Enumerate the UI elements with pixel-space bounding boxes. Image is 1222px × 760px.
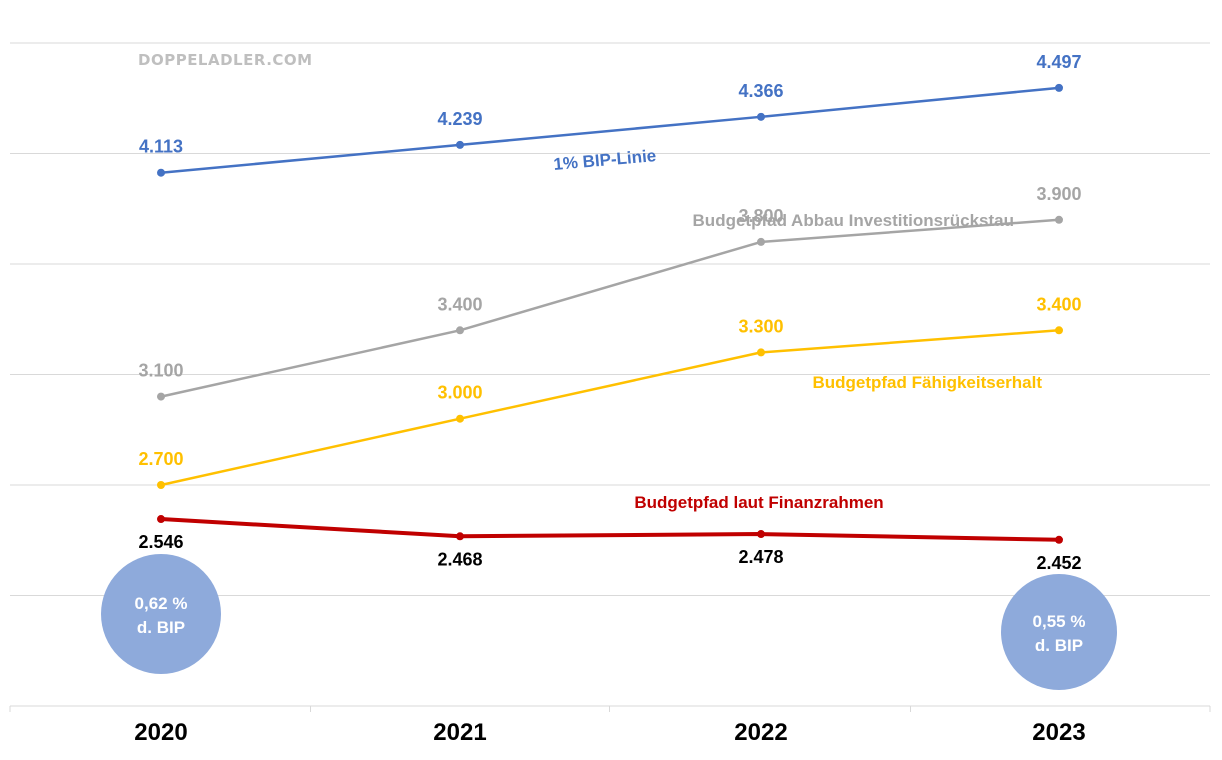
data-label: 2.700: [138, 449, 183, 469]
series-group: 2.546 2.468 2.478 2.452 Budgetpfad laut Fina…: [138, 493, 1081, 573]
series-group: 2.700 3.000 3.300 3.400 Budgetpfad Fähigkeit…: [138, 294, 1082, 489]
data-point: [456, 414, 464, 423]
data-point: [456, 532, 464, 541]
data-point: [757, 112, 765, 121]
data-label: 4.239: [437, 109, 482, 129]
x-tick-label: 2023: [1032, 719, 1085, 746]
x-axis: 2020 2021 2022 2023: [9, 705, 1211, 746]
data-point: [157, 481, 165, 489]
data-point: [157, 168, 165, 177]
series-layer: 4.113 4.239 4.366 4.497 1% BIP-Linie 3.100 3.4…: [138, 52, 1081, 573]
data-label: 2.546: [138, 532, 183, 552]
data-point: [456, 326, 464, 335]
gridlines: [10, 42, 1210, 596]
data-label: 3.800: [738, 206, 783, 226]
x-tick-label: 2021: [433, 719, 486, 746]
data-label: 4.497: [1036, 52, 1081, 72]
bubble-label: 0,55 %: [1033, 612, 1086, 631]
data-label: 3.100: [138, 361, 183, 381]
series-name-label: Budgetpfad laut Finanzrahmen: [634, 493, 883, 512]
series-group: 3.100 3.400 3.800 3.900 Budgetpfad Abbau Inv…: [138, 184, 1082, 401]
series-name-label: Budgetpfad Abbau Investitionsrückstau: [693, 211, 1014, 230]
series-group: 4.113 4.239 4.366 4.497 1% BIP-Linie: [139, 52, 1082, 177]
bip-bubble: [1001, 574, 1117, 690]
data-label: 4.113: [139, 137, 183, 157]
bip-bubble: [101, 554, 221, 674]
data-label: 3.400: [437, 294, 482, 314]
x-tick-label: 2022: [734, 719, 787, 746]
data-label: 4.366: [738, 81, 783, 101]
data-point: [1055, 535, 1063, 544]
series-name-label: Budgetpfad Fähigkeitserhalt: [812, 373, 1042, 392]
data-point: [157, 515, 165, 524]
data-point: [757, 530, 765, 539]
data-point: [1055, 83, 1063, 92]
x-tick-label: 2020: [134, 719, 187, 746]
bubble-label: d. BIP: [137, 618, 185, 637]
watermark: DOPPELADLER.COM: [138, 51, 313, 69]
data-label: 3.900: [1036, 184, 1081, 204]
bubble-label: 0,62 %: [135, 594, 188, 613]
data-label: 2.468: [437, 549, 482, 569]
data-point: [157, 392, 165, 401]
series-line: [159, 329, 1061, 487]
data-label: 2.452: [1036, 553, 1081, 573]
series-line: [159, 517, 1061, 542]
series-line: [159, 86, 1061, 174]
data-label: 3.000: [437, 383, 482, 403]
data-label: 3.400: [1036, 294, 1081, 314]
data-point: [1055, 326, 1063, 335]
data-point: [456, 140, 464, 149]
series-line: [159, 218, 1061, 398]
annotation-bubbles: 0,62 % d. BIP 0,55 % d. BIP: [101, 554, 1117, 690]
data-label: 3.300: [738, 316, 783, 336]
data-point: [757, 237, 765, 246]
data-point: [1055, 215, 1063, 224]
data-point: [757, 348, 765, 357]
series-name-label: 1% BIP-Linie: [553, 146, 657, 174]
bubble-label: d. BIP: [1035, 636, 1083, 655]
data-label: 2.478: [738, 547, 783, 567]
